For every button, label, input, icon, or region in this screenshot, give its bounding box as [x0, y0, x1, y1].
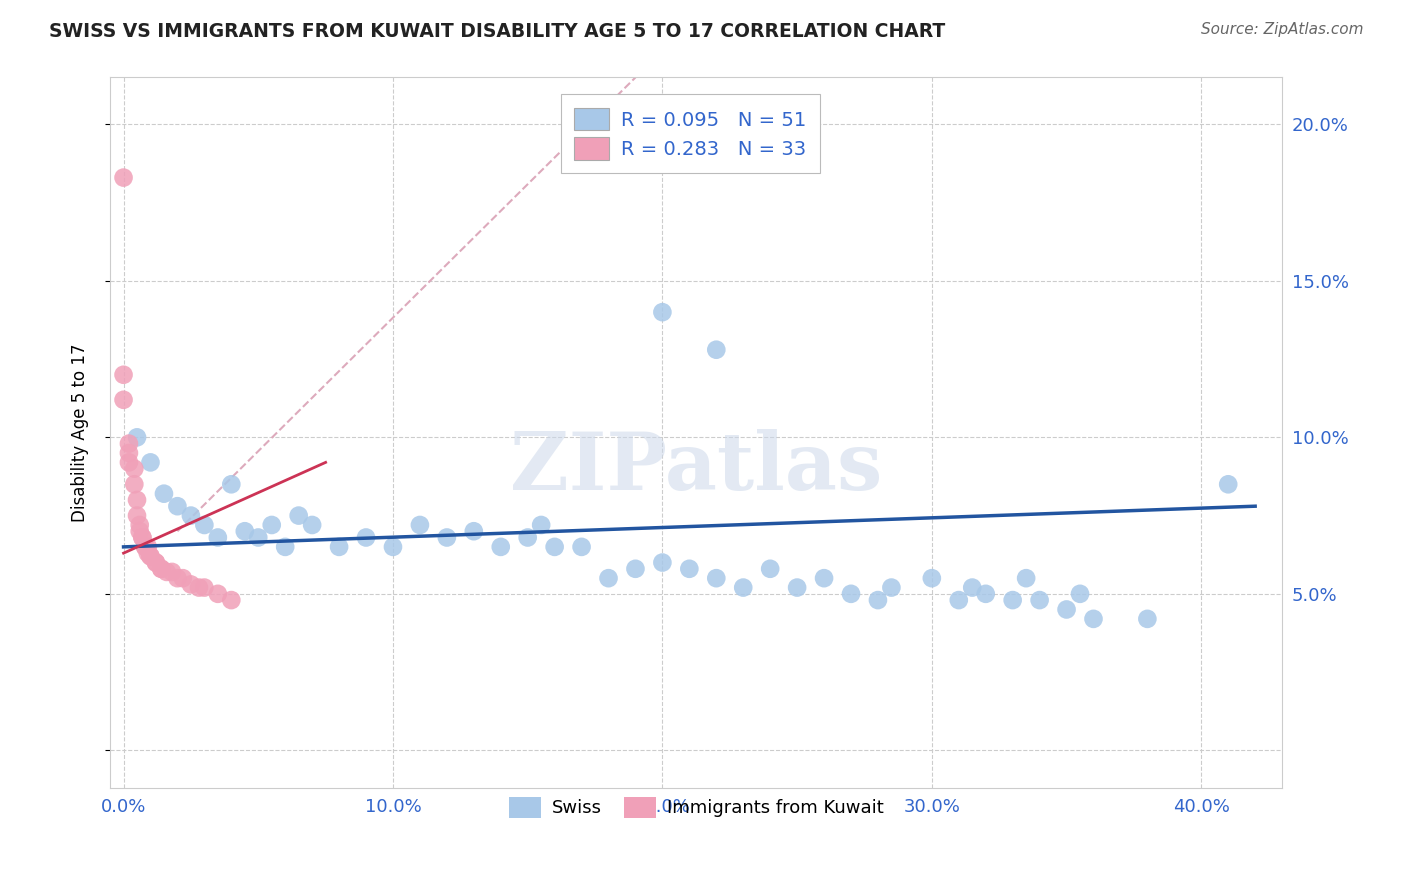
Point [131, 531, 153, 545]
Point [233, 524, 256, 539]
Point [974, 587, 997, 601]
Point [328, 540, 350, 554]
Point [530, 518, 553, 533]
Point [704, 571, 727, 585]
Point [962, 581, 984, 595]
Point [128, 524, 150, 539]
Point [1015, 571, 1038, 585]
Point [381, 540, 404, 554]
Point [651, 305, 673, 319]
Point [139, 455, 162, 469]
Point [156, 565, 179, 579]
Point [624, 562, 647, 576]
Point [118, 436, 141, 450]
Point [1056, 602, 1078, 616]
Point [516, 531, 538, 545]
Point [260, 518, 283, 533]
Point [651, 556, 673, 570]
Point [180, 577, 202, 591]
Point [139, 549, 162, 564]
Point [145, 556, 167, 570]
Point [1001, 593, 1024, 607]
Point [354, 531, 377, 545]
Point [134, 540, 156, 554]
Text: SWISS VS IMMIGRANTS FROM KUWAIT DISABILITY AGE 5 TO 17 CORRELATION CHART: SWISS VS IMMIGRANTS FROM KUWAIT DISABILI… [49, 22, 945, 41]
Point [188, 581, 211, 595]
Point [112, 368, 135, 382]
Point [921, 571, 943, 585]
Point [866, 593, 889, 607]
Point [150, 562, 173, 576]
Point [124, 461, 146, 475]
Point [1069, 587, 1091, 601]
Point [153, 486, 176, 500]
Point [193, 581, 215, 595]
Point [1218, 477, 1240, 491]
Point [125, 508, 148, 523]
Point [436, 531, 458, 545]
Point [160, 565, 183, 579]
Point [489, 540, 512, 554]
Point [409, 518, 432, 533]
Point [678, 562, 700, 576]
Point [125, 430, 148, 444]
Point [139, 549, 162, 564]
Point [274, 540, 297, 554]
Point [134, 540, 156, 554]
Point [124, 477, 146, 491]
Y-axis label: Disability Age 5 to 17: Disability Age 5 to 17 [72, 343, 89, 522]
Text: ZIPatlas: ZIPatlas [510, 429, 882, 508]
Point [733, 581, 755, 595]
Point [247, 531, 270, 545]
Point [839, 587, 862, 601]
Point [166, 499, 188, 513]
Point [948, 593, 970, 607]
Point [166, 571, 188, 585]
Legend: Swiss, Immigrants from Kuwait: Swiss, Immigrants from Kuwait [502, 789, 891, 825]
Point [193, 518, 215, 533]
Text: Source: ZipAtlas.com: Source: ZipAtlas.com [1201, 22, 1364, 37]
Point [704, 343, 727, 357]
Point [1136, 612, 1159, 626]
Point [813, 571, 835, 585]
Point [131, 531, 153, 545]
Point [207, 587, 229, 601]
Point [543, 540, 565, 554]
Point [112, 392, 135, 407]
Point [136, 540, 159, 554]
Point [118, 446, 141, 460]
Point [463, 524, 485, 539]
Point [172, 571, 194, 585]
Point [571, 540, 593, 554]
Point [125, 492, 148, 507]
Point [221, 477, 243, 491]
Point [128, 518, 150, 533]
Point [221, 593, 243, 607]
Point [207, 531, 229, 545]
Point [1028, 593, 1050, 607]
Point [1083, 612, 1105, 626]
Point [136, 546, 159, 560]
Point [786, 581, 808, 595]
Point [759, 562, 782, 576]
Point [145, 556, 167, 570]
Point [287, 508, 309, 523]
Point [301, 518, 323, 533]
Point [112, 170, 135, 185]
Point [598, 571, 620, 585]
Point [880, 581, 903, 595]
Point [150, 562, 173, 576]
Point [118, 455, 141, 469]
Point [180, 508, 202, 523]
